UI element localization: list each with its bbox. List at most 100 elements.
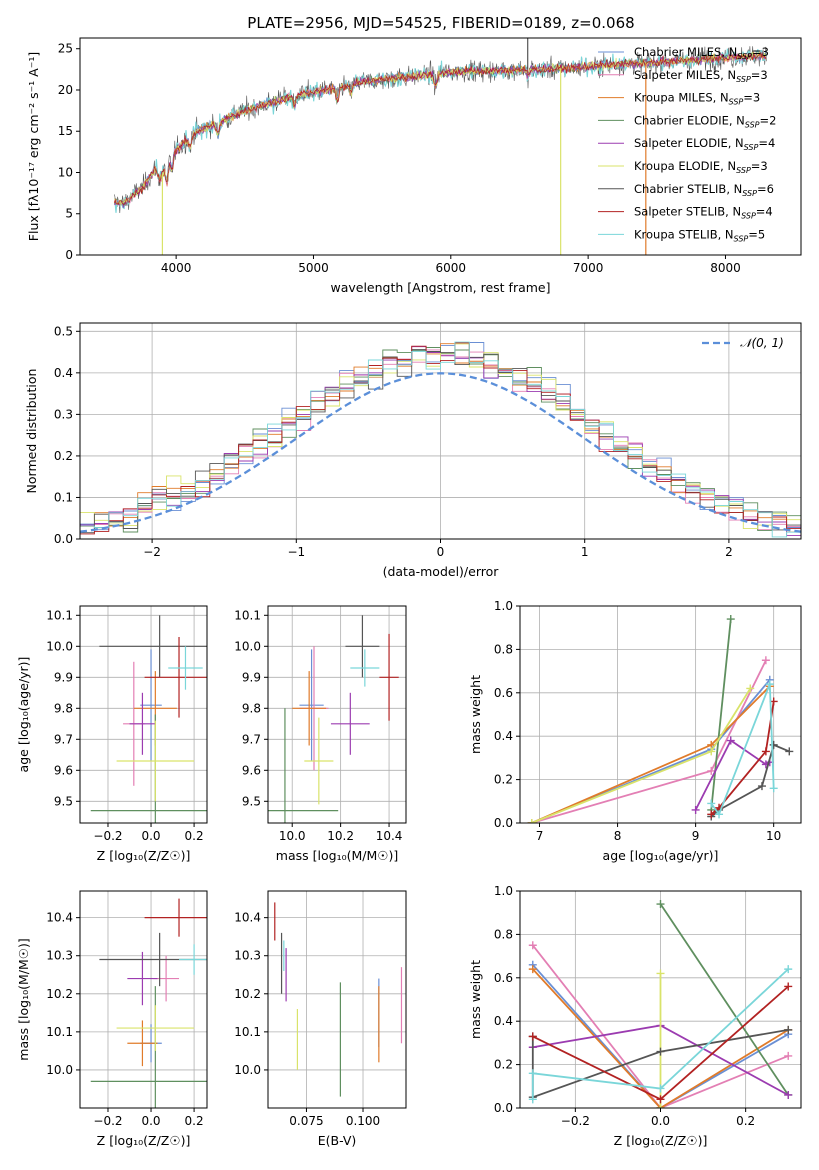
weight-point	[707, 810, 716, 819]
x-tick-label: 8	[614, 829, 622, 843]
y-tick-label: 9.7	[54, 732, 73, 746]
y-tick-label: 0	[65, 248, 73, 262]
weight-line	[532, 964, 789, 1108]
weight-point	[528, 1032, 537, 1041]
weight-point	[785, 747, 794, 756]
y-tick-label: 10.2	[234, 987, 261, 1001]
y-tick-label: 0.5	[54, 324, 73, 338]
weight-line	[531, 1029, 789, 1099]
x-axis-label: E(B-V)	[318, 1133, 357, 1148]
weight-point	[784, 1090, 793, 1099]
x-tick-label: 0.2	[736, 1114, 755, 1128]
x-tick-label: 2	[725, 545, 733, 559]
weight-point	[784, 1051, 793, 1060]
weight-point	[528, 965, 537, 974]
weight-point	[715, 810, 724, 819]
y-tick-label: 10	[58, 165, 73, 179]
x-tick-label: 4000	[161, 261, 192, 275]
y-tick-label: 0.8	[494, 642, 513, 656]
y-tick-label: 9.7	[242, 732, 261, 746]
mass-vs-mass-z-plot-area	[90, 898, 207, 1108]
y-tick-label: 10.3	[46, 949, 73, 963]
x-tick-label: 0.0	[141, 1114, 160, 1128]
mass-vs-age-plot-area	[268, 615, 399, 823]
x-tick-label: 5000	[298, 261, 329, 275]
age-vs-weight-plot-area	[527, 615, 794, 823]
weight-point	[527, 819, 536, 823]
y-tick-label: 9.9	[54, 670, 73, 684]
y-tick-label: 1.0	[494, 884, 513, 898]
legend-label: Salpeter STELIB, NSSP=4	[634, 205, 773, 221]
z-vs-weight-plot-area	[528, 900, 793, 1108]
weight-point	[656, 1104, 665, 1108]
weight-line	[531, 968, 789, 1100]
spectrum-frame	[79, 37, 802, 256]
weight-point	[656, 969, 665, 978]
x-tick-label: 0.100	[346, 1114, 380, 1128]
x-tick-label: 0.2	[185, 829, 204, 843]
y-axis-label: mass weight	[468, 675, 483, 754]
x-tick-label: 0.075	[289, 1114, 323, 1128]
legend-label: Salpeter ELODIE, NSSP=4	[634, 136, 775, 152]
y-tick-label: 9.5	[242, 794, 261, 808]
x-axis-label: (data-model)/error	[383, 564, 500, 579]
y-tick-label: 10.0	[46, 639, 73, 653]
spectrum-plot-area	[113, 38, 767, 255]
weight-point	[761, 747, 770, 756]
z-vs-age-plot-area	[90, 615, 207, 823]
weight-point	[761, 656, 770, 665]
y-tick-label: 0.8	[494, 927, 513, 941]
mass-vs-mass-z-frame	[79, 890, 208, 1109]
ebv-vs-mass-plot-area	[274, 902, 403, 1097]
x-tick-label: 10.4	[376, 829, 403, 843]
y-tick-label: 10.2	[46, 987, 73, 1001]
spectrum-model-line	[113, 51, 767, 206]
y-tick-label: 9.6	[54, 763, 73, 777]
weight-point	[784, 965, 793, 974]
weight-point	[746, 684, 755, 693]
weight-point	[757, 782, 766, 791]
legend-label: Kroupa ELODIE, NSSP=3	[634, 159, 768, 175]
y-tick-label: 15	[58, 124, 73, 138]
y-tick-label: 10.1	[234, 1025, 261, 1039]
y-tick-label: 10.0	[46, 1063, 73, 1077]
weight-line	[710, 701, 775, 815]
x-tick-label: −2	[143, 545, 161, 559]
x-tick-label: 0.0	[141, 829, 160, 843]
legend-label: Kroupa MILES, NSSP=3	[634, 91, 760, 107]
y-tick-label: 0.0	[494, 816, 513, 830]
x-tick-label: 8000	[710, 261, 741, 275]
x-axis-label: Z [log₁₀(Z/Z☉)]	[614, 1133, 708, 1148]
y-tick-label: 20	[58, 83, 73, 97]
x-axis-label: Z [log₁₀(Z/Z☉)]	[97, 848, 191, 863]
weight-point	[707, 799, 716, 808]
weight-point	[656, 1047, 665, 1056]
weight-point	[656, 1084, 665, 1093]
weight-point	[528, 941, 537, 950]
x-tick-label: 0	[437, 545, 445, 559]
mass-vs-mass-z-panel: −0.2 0.0 0.2 10.0 10.1 10.2 10.3 10.4 Z [log₁₀(Z…	[16, 890, 208, 1148]
y-tick-label: 0.2	[54, 449, 73, 463]
z-vs-weight-panel: −0.2 0.0 0.2 0.0 0.2 0.4 0.6 0.8 1.0 Z [log₁₀(Z/Z…	[468, 884, 802, 1148]
y-tick-label: 10.0	[234, 639, 261, 653]
y-tick-label: 0.3	[54, 407, 73, 421]
x-tick-label: −0.2	[93, 1114, 122, 1128]
y-axis-label: Normed distribution	[24, 369, 39, 494]
x-tick-label: 10	[766, 829, 781, 843]
x-axis-label: wavelength [Angstrom, rest frame]	[330, 280, 550, 295]
y-tick-label: 0.0	[494, 1101, 513, 1115]
weight-point	[707, 766, 716, 775]
weight-line	[532, 944, 789, 1108]
figure-title: PLATE=2956, MJD=54525, FIBERID=0189, z=0…	[247, 14, 634, 32]
y-tick-label: 10.1	[46, 1025, 73, 1039]
y-tick-label: 10.1	[46, 608, 73, 622]
x-tick-label: −0.2	[561, 1114, 590, 1128]
legend-label: 𝒩(0, 1)	[740, 336, 784, 350]
x-tick-label: −0.2	[93, 829, 122, 843]
legend-label: Chabrier STELIB, NSSP=6	[634, 182, 774, 198]
y-tick-label: 0.6	[494, 971, 513, 985]
legend-label: Kroupa STELIB, NSSP=5	[634, 227, 765, 243]
x-tick-label: 0.0	[651, 1114, 670, 1128]
x-axis-label: age [log₁₀(age/yr)]	[603, 848, 719, 863]
